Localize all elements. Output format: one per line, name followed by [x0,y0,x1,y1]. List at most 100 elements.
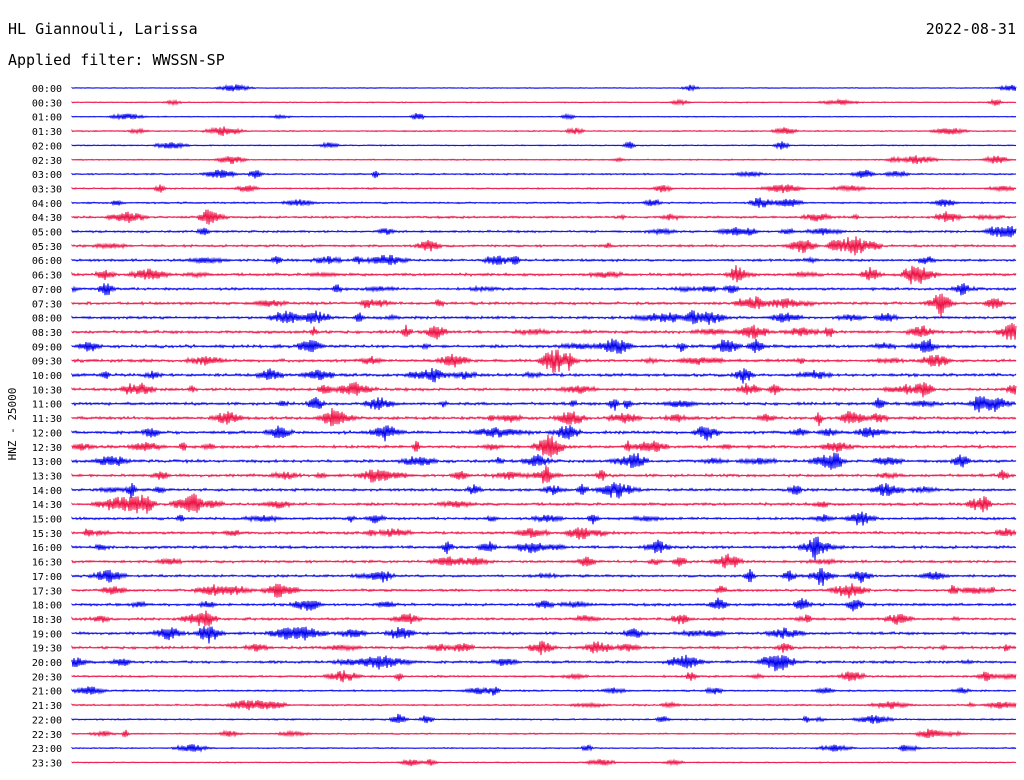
trace-row [71,654,1017,672]
row-time-label: 03:00 [32,170,62,181]
row-time-label: 12:30 [32,443,62,454]
trace-row [71,367,1017,384]
row-time-label: 09:00 [32,342,62,353]
row-time-label: 07:30 [32,299,62,310]
trace-rows: 00:00 00:30 01:00 01:30 02:00 02:30 03:00 03:30… [32,83,1017,769]
trace-row [71,452,1017,470]
row-time-label: 08:30 [32,328,62,339]
row-time-label: 00:30 [32,98,62,109]
row-time-label: 02:30 [32,156,62,167]
trace-row [71,209,1017,225]
row-time-label: 10:00 [32,371,62,382]
row-time-label: 08:00 [32,314,62,325]
station-title: HL Giannouli, Larissa [8,20,198,38]
row-time-label: 21:30 [32,701,62,712]
trace-row [71,226,1017,238]
trace-row [71,98,1017,107]
trace-row [71,407,1017,427]
row-time-label: 22:00 [32,715,62,726]
row-time-label: 19:30 [32,644,62,655]
row-time-label: 04:30 [32,213,62,224]
trace-row [71,758,1017,767]
trace-row [71,155,1017,165]
trace-row [71,713,1017,724]
row-time-label: 14:00 [32,486,62,497]
filter-label: Applied filter: WWSSN-SP [8,51,225,69]
trace-row [71,527,1017,540]
trace-row [71,700,1017,711]
row-time-label: 15:00 [32,515,62,526]
row-time-label: 04:00 [32,199,62,210]
row-time-label: 02:00 [32,141,62,152]
trace-row [71,322,1017,340]
trace-row [71,112,1017,121]
y-axis-label: HNZ - 25000 [6,388,19,461]
trace-row [71,536,1017,561]
trace-row [71,434,1017,458]
trace-row [71,482,1017,499]
trace-row [71,610,1017,627]
row-time-label: 17:30 [32,586,62,597]
row-time-label: 17:00 [32,572,62,583]
trace-row [71,728,1017,739]
row-time-label: 05:00 [32,228,62,239]
trace-row [71,465,1017,484]
trace-row [71,670,1017,683]
trace-row [71,597,1017,612]
row-time-label: 15:30 [32,529,62,540]
row-time-label: 16:30 [32,558,62,569]
row-time-label: 05:30 [32,242,62,253]
row-time-label: 01:30 [32,127,62,138]
trace-row [71,626,1017,644]
row-time-label: 13:30 [32,471,62,482]
trace-row [71,254,1017,266]
trace-row [71,141,1017,150]
trace-row [71,396,1017,413]
trace-row [71,184,1017,194]
row-time-label: 06:30 [32,271,62,282]
date-label: 2022-08-31 [925,20,1016,38]
trace-row [71,349,1017,373]
row-time-label: 06:00 [32,256,62,267]
trace-row [71,511,1017,526]
row-time-label: 13:00 [32,457,62,468]
row-time-label: 20:00 [32,658,62,669]
trace-row [71,169,1017,179]
row-time-label: 22:30 [32,730,62,741]
row-time-label: 18:00 [32,601,62,612]
row-time-label: 20:30 [32,672,62,683]
row-time-label: 10:30 [32,385,62,396]
trace-row [71,686,1017,696]
trace-row [71,283,1017,296]
row-time-label: 11:30 [32,414,62,425]
row-time-label: 21:00 [32,687,62,698]
trace-row [71,744,1017,753]
row-time-label: 09:30 [32,357,62,368]
trace-row [71,126,1017,136]
trace-row [71,493,1017,514]
row-time-label: 00:00 [32,84,62,95]
row-time-label: 16:00 [32,543,62,554]
trace-row [71,236,1017,256]
trace-row [71,83,1017,93]
trace-row [71,553,1017,569]
trace-row [71,293,1017,317]
trace-row [71,338,1017,354]
row-time-label: 19:00 [32,629,62,640]
row-time-label: 12:00 [32,428,62,439]
trace-row [71,197,1017,208]
row-time-label: 23:30 [32,758,62,769]
row-time-label: 11:00 [32,400,62,411]
trace-row [71,583,1017,599]
trace-row [71,381,1017,398]
trace-row [71,265,1017,285]
row-time-label: 23:00 [32,744,62,755]
row-time-label: 14:30 [32,500,62,511]
row-time-label: 01:00 [32,113,62,124]
row-time-label: 07:00 [32,285,62,296]
trace-row [71,425,1017,442]
row-time-label: 18:30 [32,615,62,626]
trace-row [71,640,1017,656]
trace-row [71,310,1017,325]
